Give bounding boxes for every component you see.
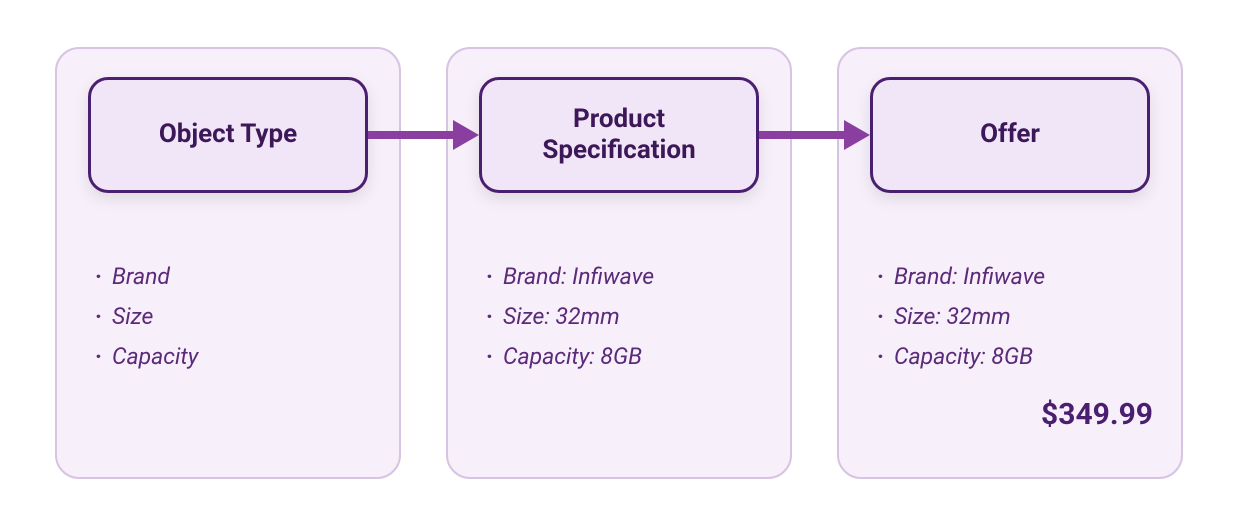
- attr-item: Capacity: 8GB: [486, 337, 654, 377]
- attr-item: Size: 32mm: [486, 297, 654, 337]
- node-object-type: Object Type: [88, 77, 368, 193]
- price-offer: $349.99: [983, 397, 1153, 432]
- node-offer: Offer: [870, 77, 1150, 193]
- attr-item: Capacity: 8GB: [877, 337, 1045, 377]
- attr-item: Brand: Infiwave: [877, 257, 1045, 297]
- attrs-offer: Brand: InfiwaveSize: 32mmCapacity: 8GB: [877, 257, 1045, 377]
- attr-item: Size: [95, 297, 198, 337]
- attr-item: Size: 32mm: [877, 297, 1045, 337]
- attr-item: Capacity: [95, 337, 198, 377]
- attrs-object-type: BrandSizeCapacity: [95, 257, 198, 377]
- attr-item: Brand: Infiwave: [486, 257, 654, 297]
- diagram-stage: Object Type BrandSizeCapacity Product Spec…: [0, 0, 1238, 525]
- attrs-product-spec: Brand: InfiwaveSize: 32mmCapacity: 8GB: [486, 257, 654, 377]
- attr-item: Brand: [95, 257, 198, 297]
- node-product-spec: Product Specification: [479, 77, 759, 193]
